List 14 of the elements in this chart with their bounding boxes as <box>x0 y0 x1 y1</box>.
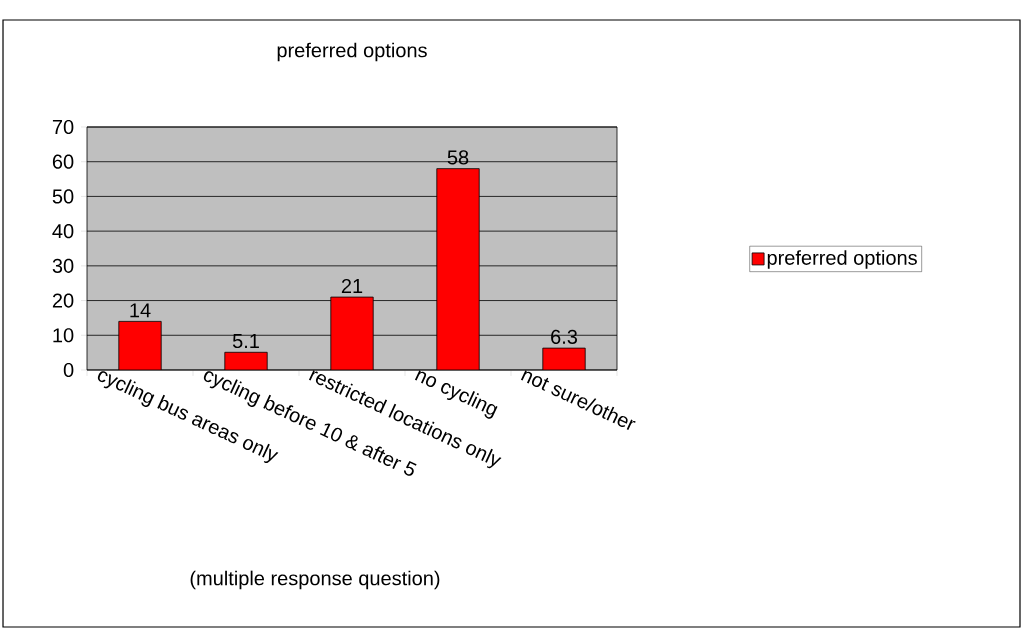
data-label: 21 <box>341 278 363 293</box>
y-tick-label: 10 <box>53 328 74 343</box>
y-tick-label: 20 <box>52 293 74 308</box>
y-tick-label: 70 <box>52 119 74 135</box>
chart-title: preferred options <box>277 42 427 62</box>
text: (multiple response question) <box>190 570 440 590</box>
y-tick-label: 40 <box>52 224 74 239</box>
data-label: 14 <box>130 303 151 318</box>
data-label: 5.1 <box>232 334 259 349</box>
y-tick-label: 50 <box>52 189 74 204</box>
y-tick-label: 0 <box>63 362 74 378</box>
y-tick-label: 30 <box>52 258 74 273</box>
y-tick-label: 60 <box>52 154 74 169</box>
legend-label: preferred options <box>767 250 917 269</box>
